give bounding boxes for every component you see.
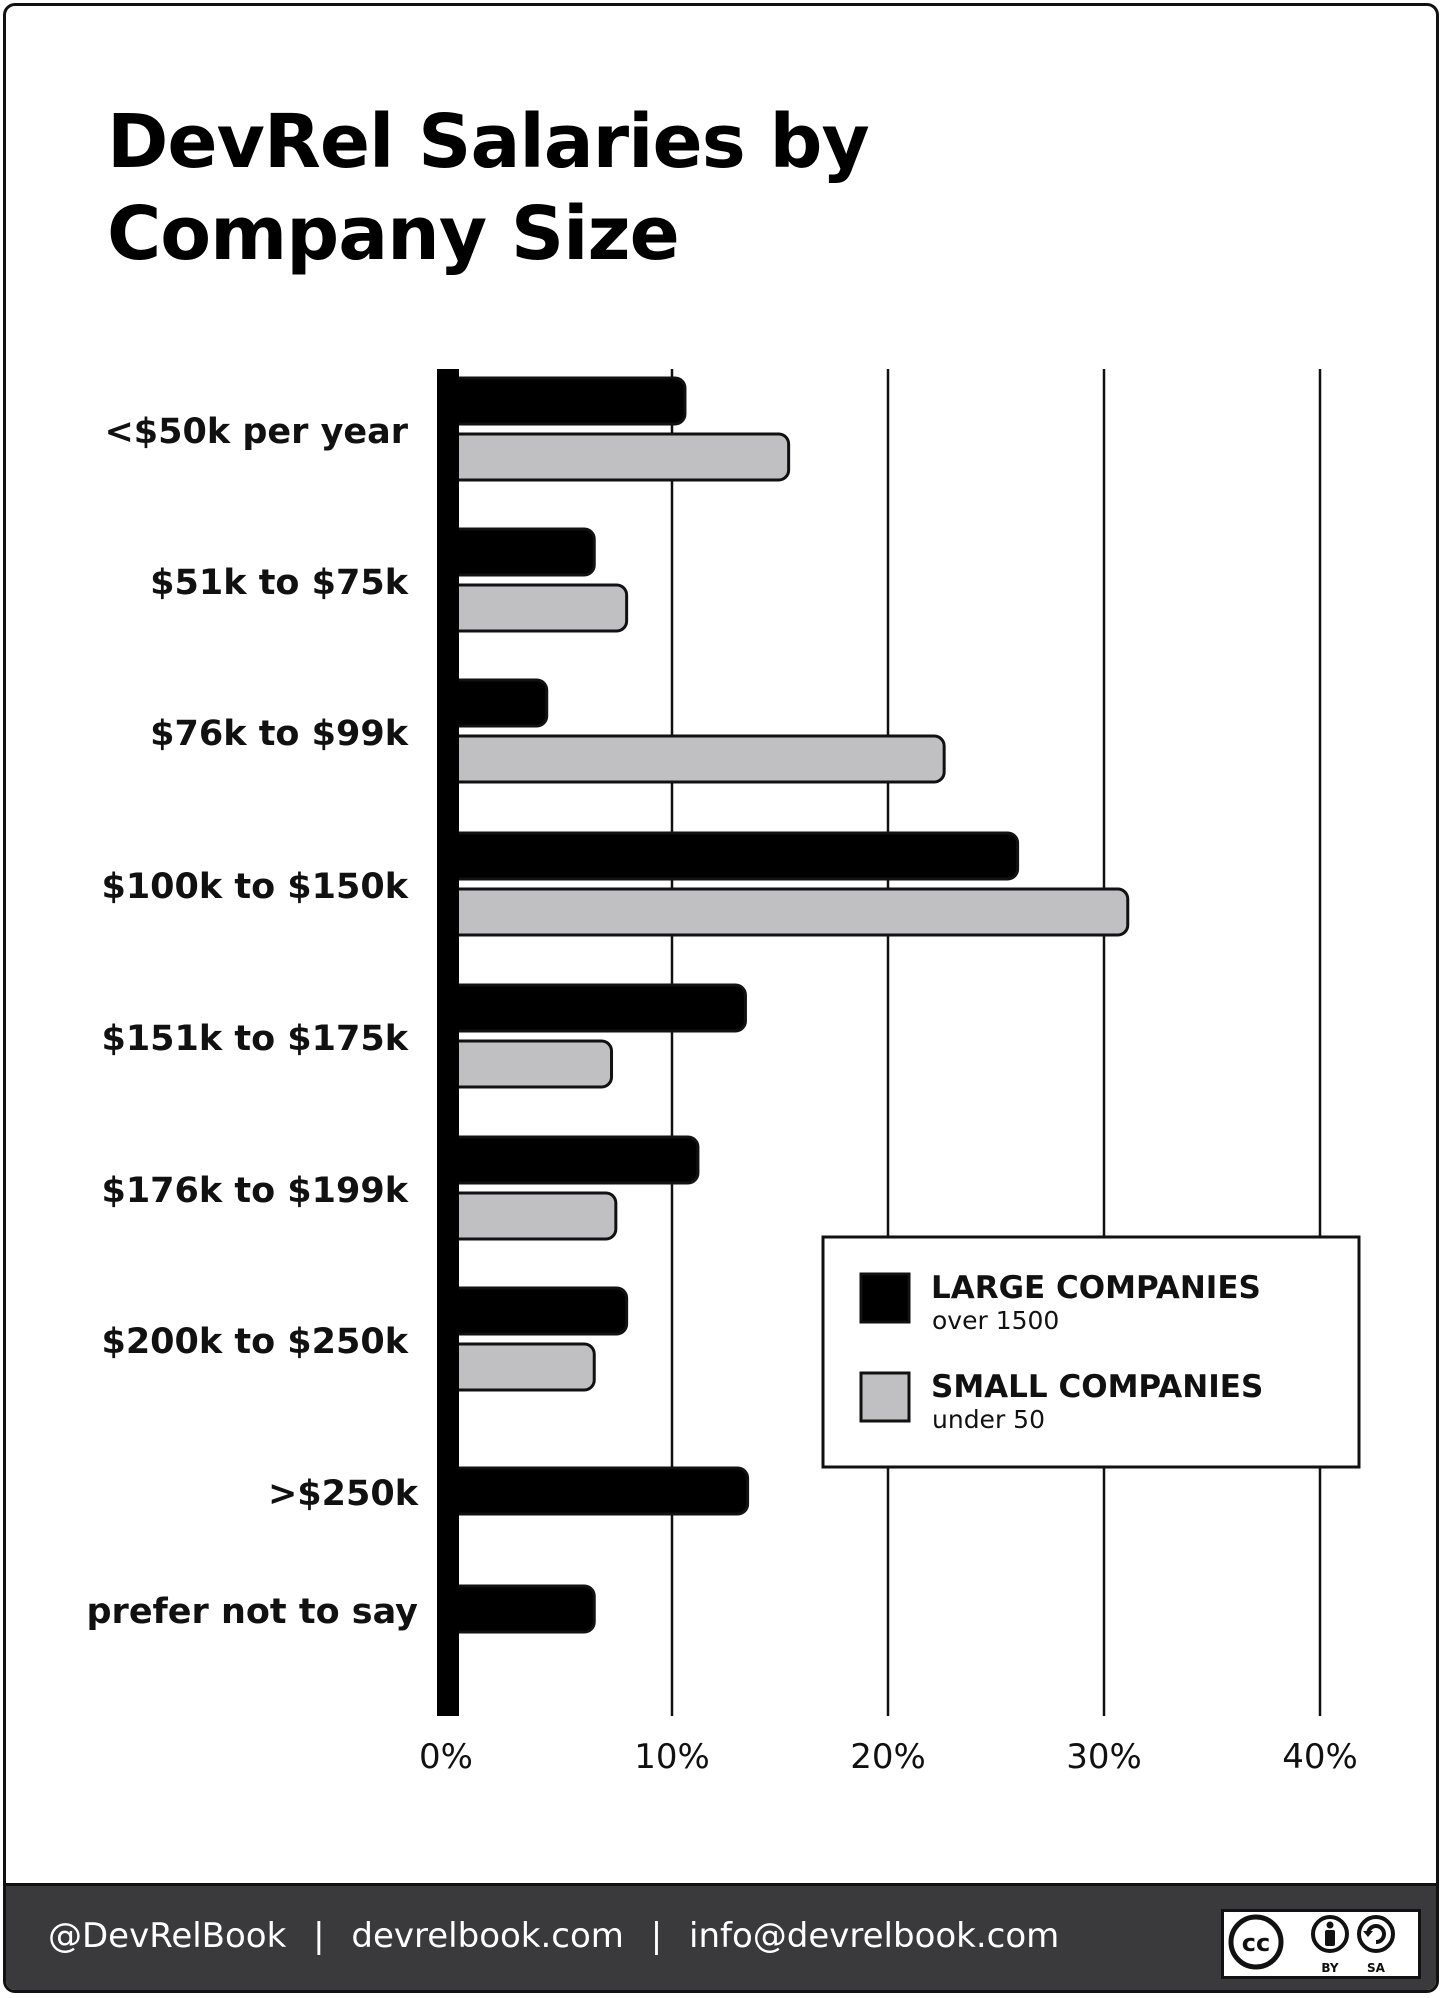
bar-large-companies xyxy=(442,527,596,577)
license-by-label: BY xyxy=(1321,1961,1338,1975)
svg-text:cc: cc xyxy=(1242,1929,1270,1957)
footer-email-link[interactable]: info@devrelbook.com xyxy=(689,1916,1060,1956)
bar-small-companies xyxy=(442,1039,614,1089)
title-line-2: Company Size xyxy=(107,191,680,277)
bar-large-companies xyxy=(442,983,747,1033)
footer-handle: @DevRelBook xyxy=(48,1916,287,1956)
bar-large-companies xyxy=(442,831,1020,881)
cc-by-sa-license-badge: cc BY SA xyxy=(1221,1909,1421,1979)
legend-series-subtitle: under 50 xyxy=(932,1405,1045,1434)
share-alike-icon xyxy=(1357,1915,1395,1953)
footer-site-link[interactable]: devrelbook.com xyxy=(351,1916,624,1956)
x-tick-label: 10% xyxy=(634,1737,710,1777)
bar-large-companies xyxy=(442,1584,596,1634)
bar-large-companies xyxy=(442,1286,629,1336)
bar-large-companies xyxy=(442,1466,750,1516)
bar-small-companies xyxy=(442,583,629,633)
attribution-icon xyxy=(1311,1915,1349,1953)
category-label: <$50k per year xyxy=(104,412,408,452)
chart-title: DevRel Salaries by Company Size xyxy=(107,96,870,280)
y-axis-line xyxy=(437,369,459,1716)
bar-large-companies xyxy=(442,1135,700,1185)
category-label: prefer not to say xyxy=(87,1592,419,1632)
bar-small-companies xyxy=(442,1191,618,1241)
bar-small-companies xyxy=(442,1342,596,1392)
legend-series-name: LARGE COMPANIES xyxy=(931,1270,1261,1306)
footer-text: @DevRelBook | devrelbook.com | info@devr… xyxy=(48,1916,1059,1956)
legend-swatch-large xyxy=(859,1272,911,1324)
bar-small-companies xyxy=(442,734,946,784)
bar-small-companies xyxy=(442,887,1130,937)
x-tick-label: 30% xyxy=(1066,1737,1142,1777)
x-tick-label: 0% xyxy=(419,1737,473,1777)
category-label: $100k to $150k xyxy=(101,867,408,907)
x-tick-label: 20% xyxy=(850,1737,926,1777)
category-label: $176k to $199k xyxy=(101,1171,408,1211)
cc-icon: cc xyxy=(1228,1914,1284,1970)
x-tick-label: 40% xyxy=(1282,1737,1358,1777)
category-label: $200k to $250k xyxy=(101,1322,408,1362)
legend-swatch-small xyxy=(859,1371,911,1423)
bar-large-companies xyxy=(442,376,687,426)
title-line-1: DevRel Salaries by xyxy=(107,99,870,185)
footer-bar: @DevRelBook | devrelbook.com | info@devr… xyxy=(6,1883,1436,1990)
category-label: $151k to $175k xyxy=(101,1019,408,1059)
legend-box xyxy=(821,1235,1361,1469)
footer-separator: | xyxy=(313,1916,325,1956)
category-label: $76k to $99k xyxy=(150,714,409,754)
bar-small-companies xyxy=(442,432,791,482)
license-sa-label: SA xyxy=(1367,1961,1386,1975)
footer-separator: | xyxy=(650,1916,663,1956)
legend-series-subtitle: over 1500 xyxy=(932,1306,1059,1335)
infographic-card: DevRel Salaries by Company Size <$50k pe… xyxy=(3,3,1439,1993)
bar-large-companies xyxy=(442,678,549,728)
category-label: $51k to $75k xyxy=(150,563,409,603)
legend-series-name: SMALL COMPANIES xyxy=(931,1369,1263,1405)
salary-bar-chart: <$50k per year $51k to $75k $76k to $99k $1… xyxy=(87,369,1361,1777)
category-label: >$250k xyxy=(268,1474,419,1514)
